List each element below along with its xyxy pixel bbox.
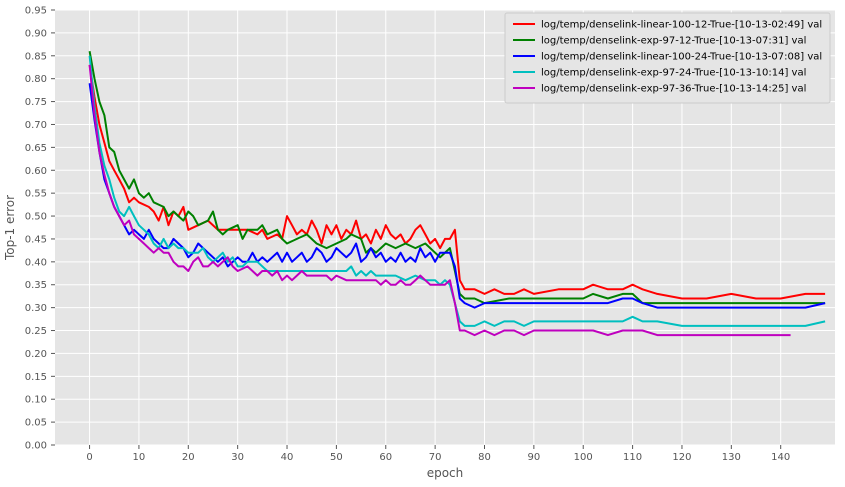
y-tick-label: 0.05 (25, 418, 47, 429)
series-lines (88, 51, 826, 337)
y-tick-label: 0.60 (25, 166, 47, 177)
legend-label: log/temp/denselink-exp-97-12-True-[10-13… (541, 36, 806, 47)
legend-label: log/temp/denselink-linear-100-24-True-[1… (541, 52, 822, 63)
x-axis-label: epoch (427, 466, 464, 480)
y-tick-label: 0.50 (25, 212, 47, 223)
y-tick-label: 0.65 (25, 143, 47, 154)
y-tick-label: 0.95 (25, 6, 47, 17)
y-axis-label: Top-1 error (3, 195, 17, 261)
x-tick-label: 120 (672, 452, 691, 463)
series-line-5 (88, 64, 791, 337)
x-tick-label: 140 (771, 452, 790, 463)
y-tick-label: 0.45 (25, 234, 47, 245)
y-tick-label: 0.40 (25, 257, 47, 268)
y-tick-label: 0.90 (25, 28, 47, 39)
y-tick-label: 0.70 (25, 120, 47, 131)
series-line-3 (88, 83, 826, 309)
x-tick-label: 70 (429, 452, 442, 463)
x-tick-label: 40 (281, 452, 294, 463)
series-line-1 (88, 64, 826, 300)
series-line-2 (88, 51, 826, 305)
y-tick-label: 0.00 (25, 441, 47, 452)
x-tick-label: 0 (86, 452, 92, 463)
y-tick-label: 0.15 (25, 372, 47, 383)
x-axis-ticks: 0 10 20 30 40 50 60 70 80 90 100 110 120 130 140 (86, 445, 790, 463)
x-tick-label: 130 (722, 452, 741, 463)
y-tick-label: 0.75 (25, 97, 47, 108)
legend-label: log/temp/denselink-exp-97-36-True-[10-13… (541, 84, 806, 95)
legend-label: log/temp/denselink-exp-97-24-True-[10-13… (541, 68, 806, 79)
y-tick-label: 0.80 (25, 74, 47, 85)
x-tick-label: 100 (574, 452, 593, 463)
y-tick-label: 0.20 (25, 349, 47, 360)
y-tick-label: 0.35 (25, 280, 47, 291)
y-tick-label: 0.10 (25, 395, 47, 406)
y-tick-label: 0.30 (25, 303, 47, 314)
x-tick-label: 50 (330, 452, 343, 463)
x-tick-label: 110 (623, 452, 642, 463)
y-tick-label: 0.85 (25, 51, 47, 62)
legend-label: log/temp/denselink-linear-100-12-True-[1… (541, 20, 822, 31)
legend-box (504, 12, 831, 104)
y-tick-label: 0.55 (25, 189, 47, 200)
x-tick-label: 90 (527, 452, 540, 463)
x-tick-label: 20 (182, 452, 195, 463)
y-axis-ticks: 0.00 0.05 0.10 0.15 0.20 0.25 0.30 0.35 0.40 0.45… (25, 6, 55, 452)
x-tick-label: 30 (231, 452, 244, 463)
x-tick-label: 10 (133, 452, 146, 463)
series-line-4 (88, 55, 826, 327)
y-tick-label: 0.25 (25, 326, 47, 337)
legend: log/temp/denselink-linear-100-12-True-[1… (504, 12, 831, 104)
x-tick-label: 60 (379, 452, 392, 463)
x-tick-label: 80 (478, 452, 491, 463)
